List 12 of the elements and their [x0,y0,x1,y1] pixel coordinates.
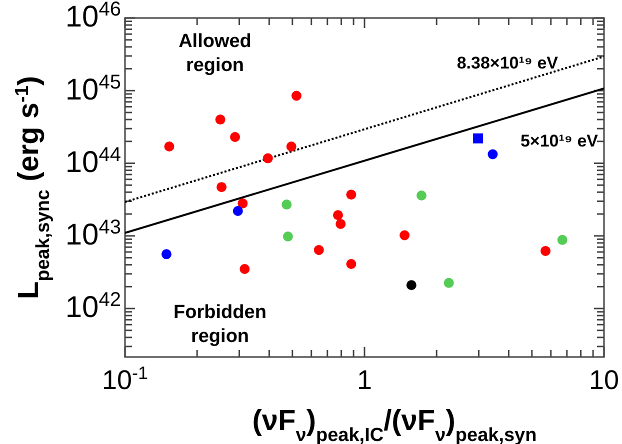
y-tick-label: 10$^{42}$ [65,289,121,324]
annotation: Allowed region [178,31,252,76]
y-tick-label: 10$^{44}$ [65,144,121,179]
annotation: Forbidden region [174,302,266,347]
series-label: 5×10¹⁹ eV [520,131,599,150]
y-tick-label: 10$^{45}$ [65,71,121,106]
x-tick-label: 10$^{-1}$ [102,363,148,395]
x-tick-label: 10 [588,365,620,395]
series-label: 8.38×10¹⁹ eV [456,54,559,73]
x-tick-label: 1 [356,365,372,395]
y-tick-label: 10$^{46}$ [65,0,121,34]
y-tick-label: 10$^{43}$ [65,216,121,252]
